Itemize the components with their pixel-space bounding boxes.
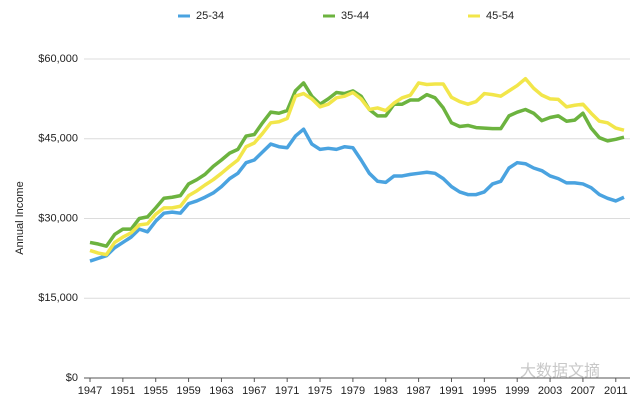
x-tick-label: 1947 xyxy=(78,385,102,397)
x-tick-label: 1991 xyxy=(439,385,463,397)
x-tick-label: 1967 xyxy=(242,385,266,397)
y-tick-label: $30,000 xyxy=(38,212,78,224)
x-tick-label: 1975 xyxy=(308,385,332,397)
x-tick-label: 2011 xyxy=(604,385,628,397)
legend-label: 25-34 xyxy=(196,10,224,22)
y-tick-label: $0 xyxy=(66,372,78,384)
x-tick-label: 1963 xyxy=(209,385,233,397)
watermark: 大数据文摘 xyxy=(520,362,600,380)
y-tick-label: $15,000 xyxy=(38,292,78,304)
y-tick-label: $60,000 xyxy=(38,53,78,65)
x-tick-label: 1955 xyxy=(143,385,167,397)
legend-label: 45-54 xyxy=(486,10,514,22)
legend-label: 35-44 xyxy=(341,10,369,22)
x-tick-label: 2007 xyxy=(571,385,595,397)
x-tick-label: 2003 xyxy=(538,385,562,397)
y-tick-label: $45,000 xyxy=(38,133,78,145)
x-tick-label: 1951 xyxy=(111,385,135,397)
series-line xyxy=(89,76,625,257)
x-tick-label: 1971 xyxy=(275,385,299,397)
x-tick-label: 1999 xyxy=(505,385,529,397)
x-tick-label: 1979 xyxy=(341,385,365,397)
x-tick-label: 1995 xyxy=(472,385,496,397)
series-line xyxy=(89,81,625,248)
x-tick-label: 1983 xyxy=(374,385,398,397)
y-axis-label: Annual Income xyxy=(14,181,26,254)
x-tick-label: 1987 xyxy=(406,385,430,397)
series-line xyxy=(89,127,625,263)
x-tick-label: 1959 xyxy=(176,385,200,397)
